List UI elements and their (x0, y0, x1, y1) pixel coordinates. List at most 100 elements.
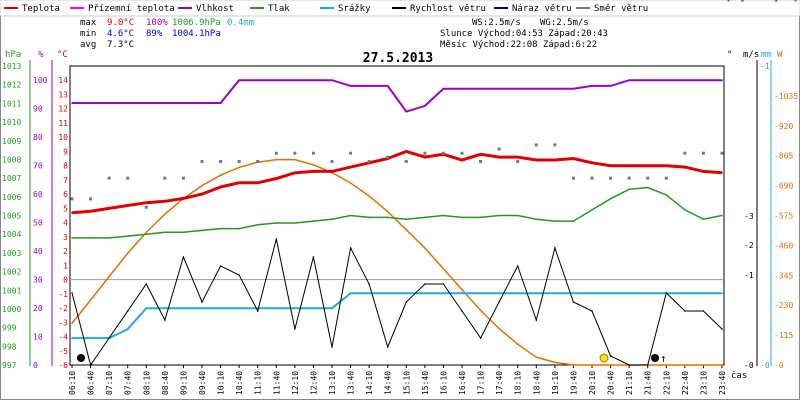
x-tick-label: 14:40 (384, 371, 393, 395)
info-block: WS:2.5m/s WG:2.5m/s Slunce Východ:04:53 … (440, 18, 608, 50)
plot-area (69, 65, 725, 367)
humidity-line-point (516, 88, 519, 90)
radiation-line-point (164, 213, 166, 215)
stat-avg-temp: 7.3°C (107, 40, 134, 50)
humidity-tick-label: 50 (33, 219, 43, 228)
wind-dir-mark (553, 143, 557, 147)
pressure-tick-label: 1001 (2, 286, 21, 295)
wind-speed-line-point (238, 274, 240, 276)
unit-celsius: °C (57, 50, 68, 60)
radiation-line-point (572, 364, 575, 366)
radiation-line-point (535, 356, 538, 359)
rain-line-point (71, 337, 73, 339)
info-sun: Slunce Východ:04:53 Západ:20:43 (440, 29, 608, 39)
wind-speed-line-point (702, 310, 705, 312)
radiation-line-point (702, 364, 705, 366)
pressure-line-point (554, 220, 556, 222)
x-tick-label: 20:10 (588, 371, 597, 395)
temperature-line-point (238, 182, 240, 184)
wind-speed-line-point (554, 247, 556, 249)
wind-dir-compass-label: NW (730, 0, 740, 2)
pressure-line-point (312, 220, 315, 222)
radiation-tick-label: -115 (774, 331, 793, 340)
pressure-line-point (628, 188, 630, 191)
humidity-line-point (535, 88, 538, 90)
moonset-marker (77, 354, 85, 362)
wind-speed-line-point (461, 310, 463, 312)
temperature-tick-label: 13 (58, 90, 68, 99)
wind-speed-line-point (609, 355, 612, 357)
humidity-line-point (646, 79, 649, 81)
x-tick-label: 20:40 (607, 371, 616, 395)
wind-dir-mark (107, 176, 111, 180)
wind-speed-line-point (572, 301, 575, 303)
pressure-tick-label: 1010 (2, 118, 21, 127)
x-tick-label: 11:40 (272, 371, 281, 395)
rain-line-point (349, 292, 352, 295)
rain-line-point (312, 307, 315, 310)
wind-speed-tick-label: -3 (744, 212, 754, 221)
stat-min-label: min (80, 29, 96, 39)
temperature-tick-label: 10 (58, 133, 68, 142)
pressure-line (72, 186, 723, 239)
pressure-tick-label: 1006 (2, 193, 21, 202)
humidity-line-point (89, 102, 92, 104)
info-wg: WG:2.5m/s (540, 18, 589, 28)
pressure-line-point (535, 218, 538, 220)
temperature-line-point (684, 166, 686, 168)
x-tick-label: 12:40 (309, 371, 318, 395)
temperature-line-point (71, 211, 73, 214)
temperature-line-point (609, 164, 612, 167)
rain-line-point (572, 292, 575, 295)
legend-label: Tlak (268, 4, 290, 14)
humidity-tick-label: 30 (33, 276, 43, 285)
wind-speed-line-point (164, 319, 166, 321)
wind-dir-compass-label: N (730, 0, 735, 2)
pressure-line-point (498, 214, 500, 217)
temperature-line-point (721, 172, 723, 174)
pressure-tick-label: 1007 (2, 174, 21, 183)
wind-dir-compass-label: W (730, 0, 735, 2)
humidity-tick-label: 10 (33, 333, 43, 342)
radiation-tick-label: -230 (774, 301, 793, 310)
radiation-line-point (684, 364, 686, 366)
moonrise-marker (651, 354, 659, 362)
pressure-line-point (386, 216, 389, 219)
x-tick-label: 18:10 (514, 371, 523, 395)
wind-speed-line-point (219, 265, 222, 267)
pressure-line-point (71, 237, 73, 239)
wind-dir-mark (423, 151, 427, 155)
wind-dir-compass-label: E (730, 0, 735, 2)
temperature-line-point (479, 153, 482, 156)
wind-dir-mark (144, 205, 148, 209)
wind-dir-tick-label: [object Object] (726, 0, 798, 2)
rain-line-point (628, 292, 630, 295)
rain-line-point (516, 292, 519, 295)
pressure-tick-label: 1012 (2, 81, 21, 90)
radiation-line-point (201, 184, 203, 187)
rain-line-point (164, 307, 166, 310)
pressure-line-point (479, 216, 482, 219)
humidity-line-point (182, 102, 185, 104)
x-tick-label: 10:40 (235, 371, 244, 395)
wind-dir-mark (627, 176, 631, 180)
wind-dir-mark (646, 176, 650, 180)
wind-dir-mark (534, 143, 538, 147)
wind-dir-tick-label: [object Object] (726, 0, 798, 2)
pressure-line-point (294, 222, 296, 224)
pressure-line-point (572, 220, 575, 222)
rain-line-point (684, 292, 686, 295)
info-moon: Měsíc Východ:22:08 Západ:6:22 (440, 40, 597, 50)
wind-dir-mark (293, 151, 297, 155)
pressure-line-point (164, 231, 166, 234)
x-tick-label: 13:10 (328, 371, 337, 395)
humidity-line-point (294, 79, 296, 81)
radiation-line-point (424, 247, 426, 249)
x-tick-label: 17:40 (495, 371, 504, 395)
wind-dir-tick-label: [object Object] (726, 0, 798, 2)
rain-line-point (368, 292, 370, 295)
rain-tick-label: -1 (760, 62, 770, 71)
radiation-line-point (238, 166, 240, 169)
pressure-line-point (665, 194, 668, 196)
